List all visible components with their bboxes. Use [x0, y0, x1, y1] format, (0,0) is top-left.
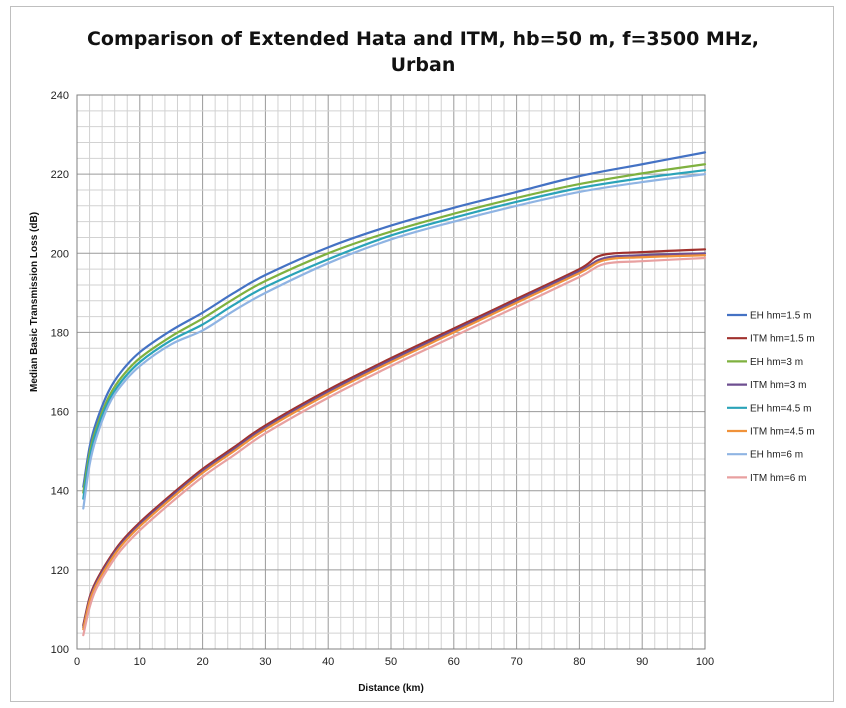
grid-layer — [76, 94, 706, 650]
series-layer — [82, 151, 707, 637]
series-line-5 — [82, 169, 707, 500]
x-tick-label: 80 — [573, 656, 585, 668]
plot-border — [76, 94, 706, 650]
y-tick-label: 200 — [51, 248, 69, 260]
series-line-7 — [82, 173, 707, 510]
y-tick-label: 220 — [51, 169, 69, 181]
legend-label-4: ITM hm=3 m — [750, 380, 806, 391]
series-line-6 — [82, 254, 707, 631]
series-line-8 — [82, 256, 707, 637]
y-tick-label: 160 — [51, 407, 69, 419]
legend-label-2: ITM hm=1.5 m — [750, 334, 815, 345]
tick-layer: 0 10 20 30 40 50 60 70 80 90 100 100 120 140 160 180 200… — [51, 90, 715, 668]
x-tick-label: 20 — [196, 656, 208, 668]
y-tick-label: 180 — [51, 327, 69, 339]
y-tick-label: 140 — [51, 486, 69, 498]
x-tick-label: 50 — [385, 656, 397, 668]
x-tick-label: 100 — [696, 656, 714, 668]
series-line-2 — [82, 248, 707, 627]
legend: EH hm=1.5 m ITM hm=1.5 m EH hm=3 m ITM hm=3… — [727, 311, 815, 484]
chart-frame: Comparison of Extended Hata and ITM, hb=… — [10, 6, 834, 702]
x-tick-label: 60 — [448, 656, 460, 668]
series-line-3 — [82, 163, 707, 494]
legend-label-3: EH hm=3 m — [750, 357, 803, 368]
series-line-1 — [82, 151, 707, 488]
chart-title-line-1: Comparison of Extended Hata and ITM, hb=… — [87, 28, 759, 50]
legend-label-5: EH hm=4.5 m — [750, 403, 811, 414]
chart-svg: Comparison of Extended Hata and ITM, hb=… — [29, 28, 815, 694]
x-tick-label: 40 — [322, 656, 334, 668]
legend-label-8: ITM hm=6 m — [750, 473, 806, 484]
series-line-4 — [82, 252, 707, 629]
x-tick-label: 0 — [74, 656, 80, 668]
legend-label-7: EH hm=6 m — [750, 450, 803, 461]
x-axis-label: Distance (km) — [358, 683, 424, 694]
chart-title-line-2: Urban — [391, 54, 456, 76]
legend-label-6: ITM hm=4.5 m — [750, 427, 815, 438]
x-tick-label: 30 — [259, 656, 271, 668]
x-tick-label: 70 — [510, 656, 522, 668]
y-tick-label: 240 — [51, 90, 69, 102]
x-tick-label: 10 — [134, 656, 146, 668]
y-tick-label: 120 — [51, 565, 69, 577]
y-tick-label: 100 — [51, 644, 69, 656]
y-axis-label: Median Basic Transmission Loss (dB) — [29, 212, 40, 392]
legend-label-1: EH hm=1.5 m — [750, 311, 811, 322]
x-tick-label: 90 — [636, 656, 648, 668]
